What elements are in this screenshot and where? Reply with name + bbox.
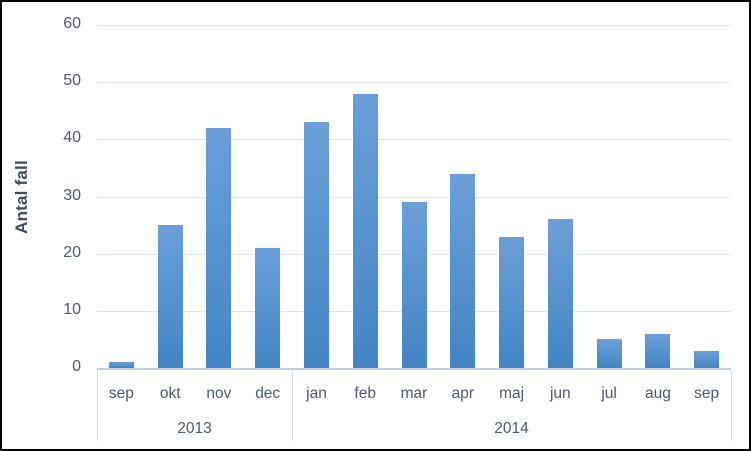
bar-okt-25 [157,225,183,368]
y-tick-label-20: 20 [63,244,81,261]
bar-apr-34 [450,173,476,368]
y-tick-label-60: 60 [63,15,81,32]
bar-sep-3 [694,350,720,368]
gridline-40 [97,139,731,140]
x-tick-label-mar: mar [400,385,428,402]
x-tick-label-maj: maj [499,385,525,402]
axis-divider-line [292,370,294,441]
bar-sep-1 [108,362,134,368]
y-tick-label-10: 10 [63,301,81,318]
gridline-50 [97,82,731,83]
gridline-30 [97,197,731,198]
x-tick-label-sep: sep [694,385,720,402]
bar-jul-5 [596,339,622,368]
x-tick-label-okt: okt [159,385,181,402]
x-group-label-2013: 2013 [177,420,212,437]
x-axis-line [97,368,731,370]
bar-nov-42 [206,127,232,368]
x-tick-label-sep: sep [108,385,134,402]
bar-maj-23 [499,236,524,368]
x-tick-label-nov: nov [206,385,232,402]
x-tick-label-jun: jun [549,385,571,402]
axis-divider-line [97,370,98,441]
x-tick-label-aug: aug [644,385,671,402]
y-axis-title: Antal fall [12,160,31,234]
bar-mar-29 [401,202,427,368]
y-tick-label-40: 40 [63,129,81,146]
bar-jun-26 [547,219,573,368]
x-group-label-2014: 2014 [494,420,529,437]
x-tick-label-apr: apr [451,385,474,402]
bar-aug-6 [645,333,671,368]
y-tick-label-30: 30 [63,187,81,204]
gridline-60 [97,25,731,26]
x-tick-label-jan: jan [306,385,327,402]
axis-divider-line [731,370,732,441]
x-tick-label-dec: dec [255,385,281,402]
x-tick-label-jul: jul [601,385,617,402]
x-tick-label-feb: feb [354,385,376,402]
bar-jan-43 [304,122,329,368]
y-tick-label-50: 50 [63,72,81,89]
bar-dec-21 [255,247,281,368]
bar-feb-48 [352,93,378,368]
y-tick-label-0: 0 [72,358,81,375]
